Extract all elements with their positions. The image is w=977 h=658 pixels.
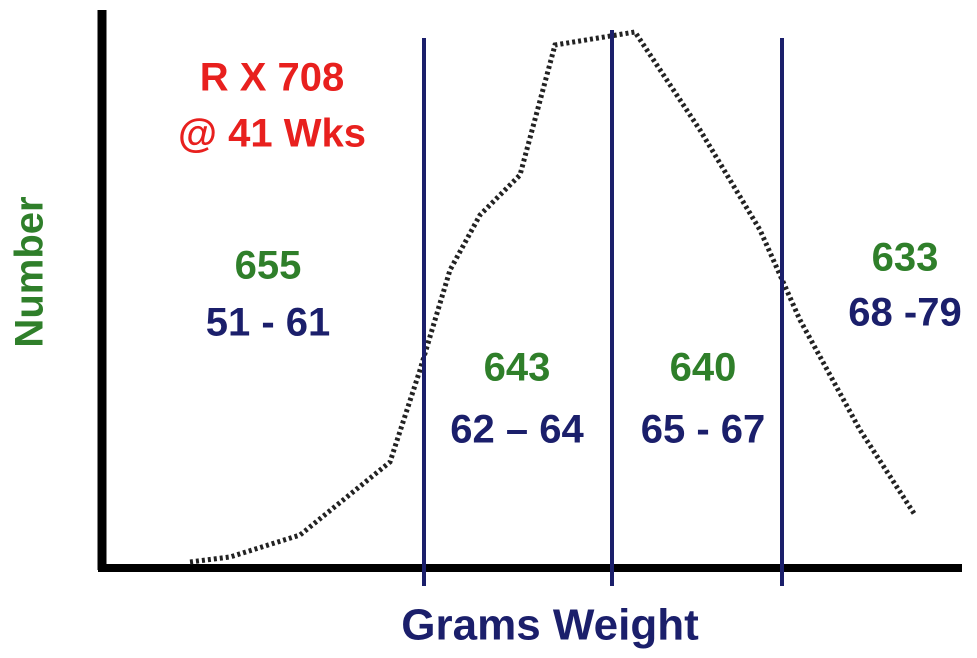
title-line: R X 708 — [200, 56, 345, 100]
region-count: 655 — [235, 244, 302, 288]
title-line: @ 41 Wks — [178, 112, 366, 156]
region-count: 640 — [670, 346, 737, 390]
region-count: 633 — [872, 236, 939, 280]
region-range: 68 -79 — [848, 291, 961, 335]
x-axis-label: Grams Weight — [401, 601, 699, 650]
region-range: 65 - 67 — [641, 408, 766, 452]
region-range: 62 – 64 — [450, 408, 584, 452]
region-range: 51 - 61 — [206, 301, 331, 345]
distribution-curve — [189, 29, 918, 565]
region-count: 643 — [484, 346, 551, 390]
y-axis-label: Number — [8, 196, 52, 347]
